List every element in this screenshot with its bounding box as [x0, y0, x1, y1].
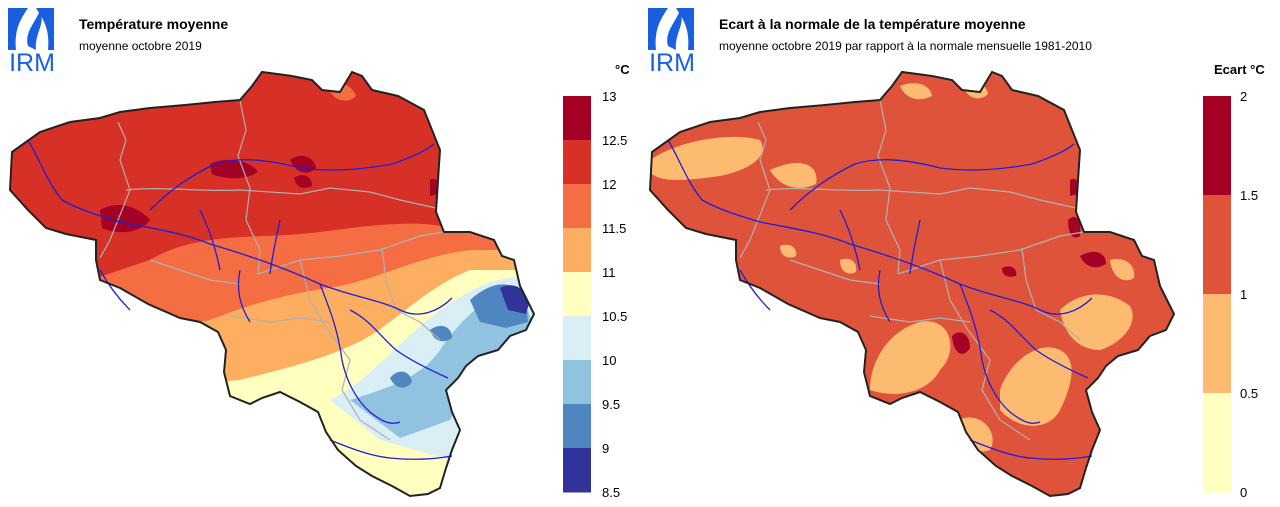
anomaly-legend: 2 1.5 1 0.5 0 — [1203, 89, 1258, 500]
legend-tick: 1 — [1240, 287, 1247, 302]
irm-logo: IRM — [6, 6, 58, 76]
legend-swatches — [1203, 96, 1231, 493]
map-title: Ecart à la normale de la température moy… — [719, 16, 1026, 32]
irm-logo: IRM — [646, 6, 698, 76]
legend-tick: 10.5 — [602, 309, 627, 324]
temperature-legend: 13 12.5 12 11.5 11 10.5 10 9.5 9 8.5 — [563, 89, 627, 500]
legend-tick: 11.5 — [602, 221, 626, 236]
irm-logo-icon — [648, 8, 694, 50]
legend-swatch — [1203, 294, 1231, 394]
irm-logo-text: IRM — [9, 49, 55, 77]
legend-swatch — [563, 140, 591, 185]
legend-swatch — [563, 404, 591, 449]
legend-swatch — [563, 184, 591, 229]
anomaly-map — [649, 71, 1175, 497]
map-title: Température moyenne — [79, 16, 229, 32]
legend-swatch — [563, 316, 591, 361]
legend-swatch — [1203, 393, 1231, 493]
legend-tick: 0.5 — [1240, 386, 1258, 401]
legend-tick: 10 — [602, 353, 616, 368]
anomaly-panel: IRM Ecart à la normale de la température… — [640, 0, 1280, 507]
legend-swatch — [563, 360, 591, 405]
legend-ticks: 13 12.5 12 11.5 11 10.5 10 9.5 9 8.5 — [602, 89, 627, 500]
legend-swatch — [563, 96, 591, 141]
temperature-panel: IRM Température moyenne moyenne octobre … — [6, 6, 630, 500]
legend-tick: 0 — [1240, 485, 1247, 500]
legend-swatch — [563, 228, 591, 273]
irm-logo-icon — [8, 8, 54, 50]
legend-swatch — [1203, 96, 1231, 196]
legend-tick: 2 — [1240, 89, 1247, 104]
legend-tick: 12.5 — [602, 133, 627, 148]
legend-tick: 11 — [602, 265, 616, 280]
irm-logo-text: IRM — [649, 49, 695, 77]
legend-unit: Ecart °C — [1214, 62, 1265, 77]
legend-tick: 12 — [602, 177, 616, 192]
legend-swatch — [563, 448, 591, 493]
legend-swatches — [563, 96, 591, 493]
legend-swatch — [563, 272, 591, 317]
legend-tick: 9 — [602, 441, 609, 456]
legend-unit: °C — [615, 62, 630, 77]
legend-ticks: 2 1.5 1 0.5 0 — [1240, 89, 1258, 500]
legend-tick: 8.5 — [602, 485, 620, 500]
legend-tick: 9.5 — [602, 397, 620, 412]
legend-tick: 1.5 — [1240, 188, 1258, 203]
legend-tick: 13 — [602, 89, 616, 104]
map-subtitle: moyenne octobre 2019 par rapport à la no… — [719, 39, 1092, 53]
legend-swatch — [1203, 195, 1231, 295]
map-subtitle: moyenne octobre 2019 — [79, 39, 202, 53]
temperature-map — [9, 71, 535, 497]
